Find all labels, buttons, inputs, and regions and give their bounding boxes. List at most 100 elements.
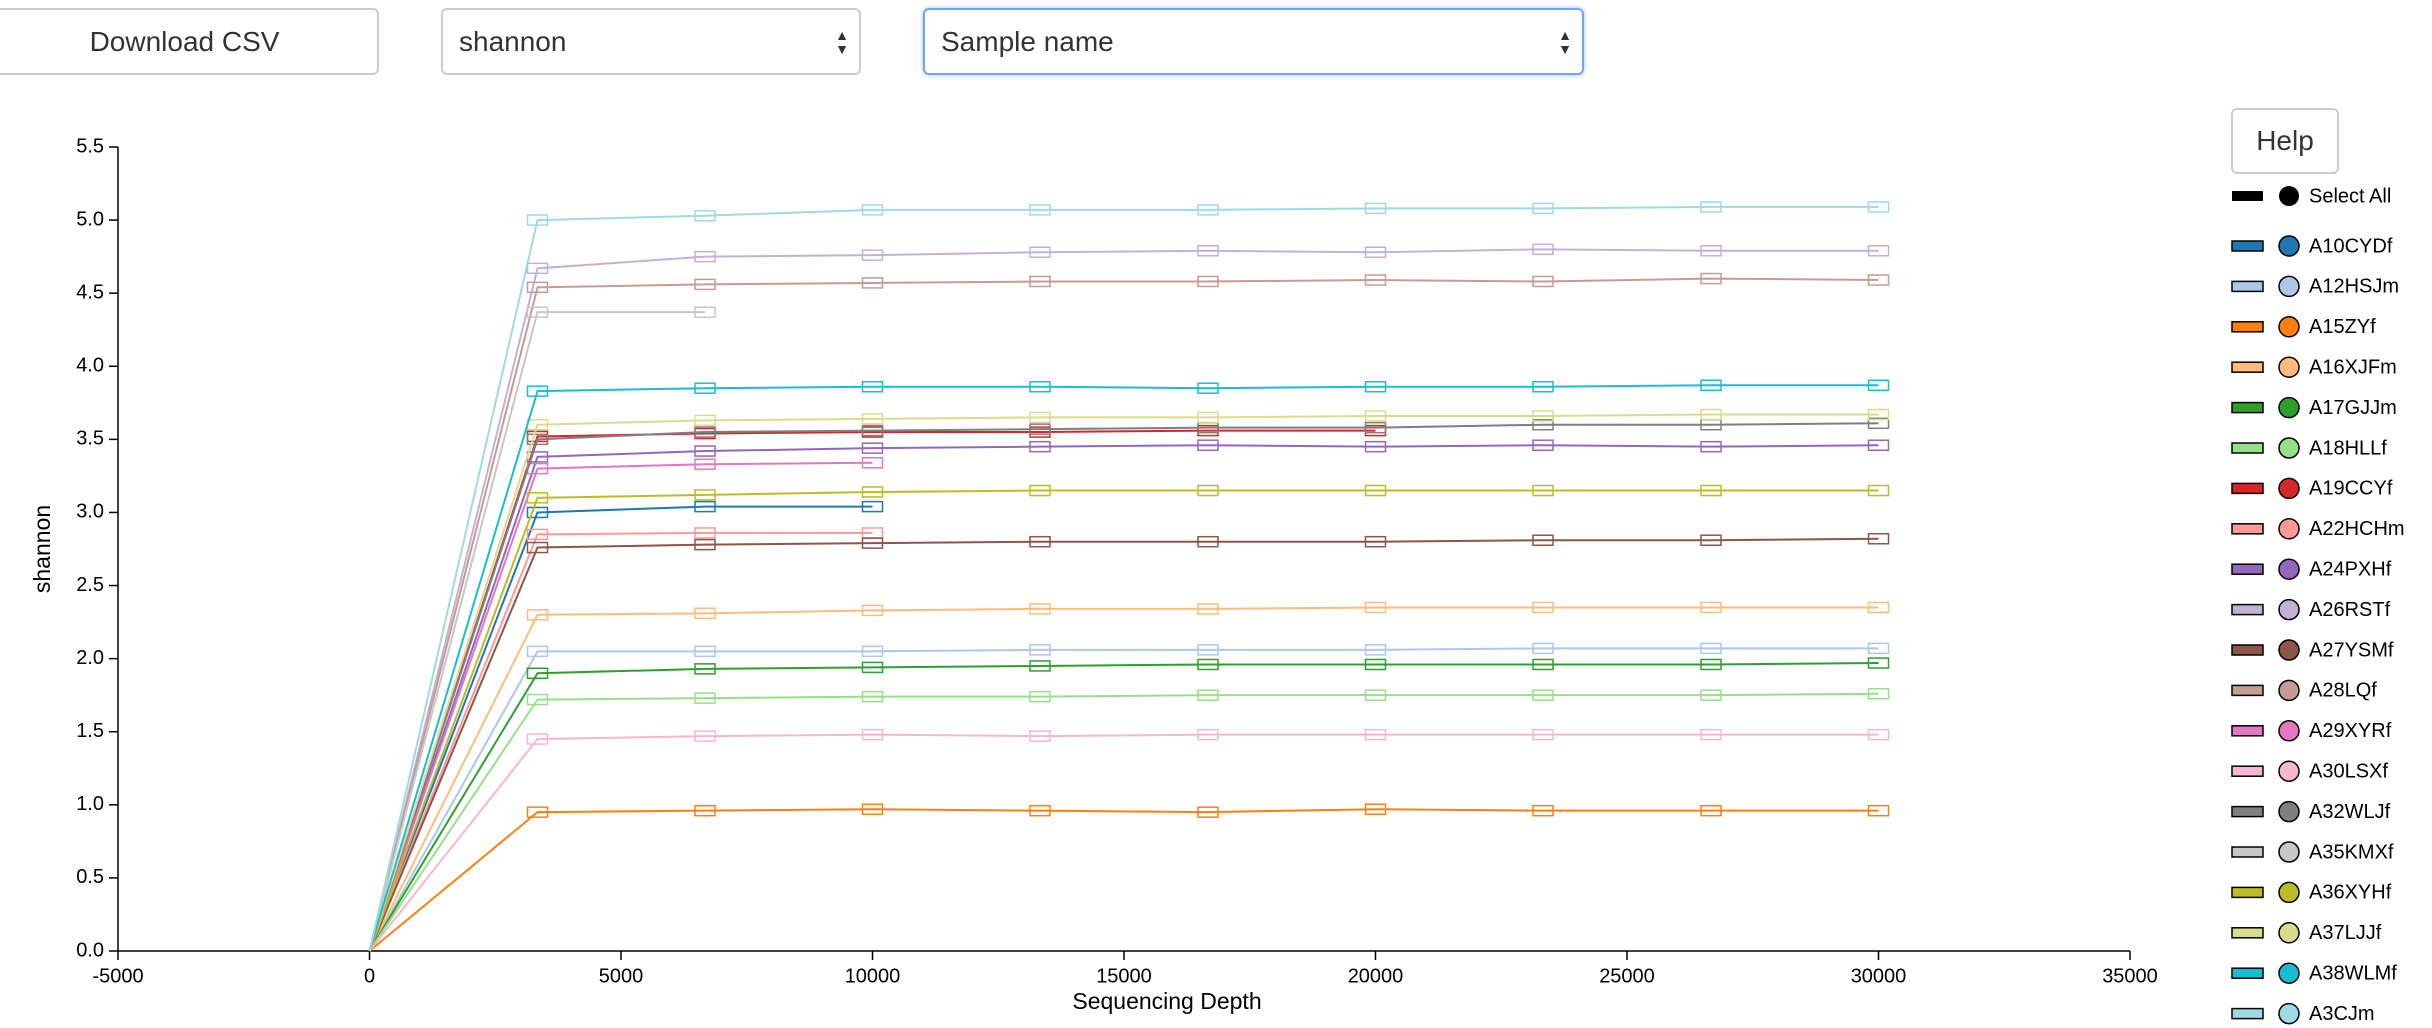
legend-dot[interactable] (2278, 396, 2300, 419)
legend-dot[interactable] (2278, 275, 2300, 298)
select-label: Sample name (941, 25, 1114, 57)
legend-label[interactable]: A3CJm (2309, 1003, 2375, 1025)
point-box (526, 492, 549, 504)
point-box (861, 457, 884, 469)
y-tick-label: 4.5 (76, 281, 104, 303)
legend-label[interactable]: A22HCHm (2309, 518, 2405, 540)
legend-dot[interactable] (2278, 356, 2300, 378)
legend-label[interactable]: A27YSMf (2309, 639, 2394, 661)
legend-dot[interactable] (2278, 316, 2300, 338)
point-box (861, 426, 884, 438)
legend-label[interactable]: A36XYHf (2309, 882, 2392, 904)
legend-swatch[interactable] (2231, 240, 2264, 252)
legend-label[interactable]: A10CYDf (2309, 235, 2393, 257)
legend-dot[interactable] (2278, 598, 2300, 621)
legend-dot[interactable] (2278, 558, 2300, 580)
legend-swatch[interactable] (2231, 482, 2264, 495)
legend-dot[interactable] (2278, 679, 2300, 702)
category-select[interactable]: Sample name ▲ ▼ (923, 8, 1584, 75)
legend-dot[interactable] (2278, 518, 2300, 540)
point-box (1700, 689, 1722, 701)
point-box (1197, 689, 1219, 701)
point-box (1364, 644, 1387, 656)
x-tick-label: 25000 (1599, 965, 1655, 987)
series-line (368, 461, 873, 952)
legend-swatch[interactable] (2232, 191, 2263, 201)
legend-swatch[interactable] (2231, 603, 2264, 616)
legend-swatch[interactable] (2231, 967, 2264, 979)
help-button[interactable]: Help (2231, 108, 2339, 174)
y-tick-label: 1.0 (76, 793, 104, 815)
point-box (861, 204, 884, 216)
legend-swatch[interactable] (2231, 1007, 2264, 1020)
point-box (1029, 484, 1051, 497)
legend-swatch[interactable] (2231, 401, 2264, 414)
legend-label[interactable]: A16XJFm (2309, 356, 2397, 378)
y-tick-label: 1.5 (76, 720, 104, 742)
point-box (1532, 642, 1554, 655)
legend-dot[interactable] (2279, 186, 2299, 206)
point-box (1364, 535, 1387, 548)
legend-dot[interactable] (2278, 841, 2300, 863)
legend-swatch[interactable] (2231, 361, 2264, 373)
legend-swatch[interactable] (2231, 321, 2264, 333)
legend-swatch[interactable] (2231, 886, 2264, 899)
point-box (1197, 382, 1219, 394)
point-box (1700, 408, 1722, 421)
legend-label[interactable]: A18HLLf (2309, 437, 2387, 459)
legend-dot[interactable] (2278, 720, 2300, 742)
legend-swatch[interactable] (2231, 280, 2264, 293)
point-box (1532, 728, 1554, 741)
legend-swatch[interactable] (2231, 523, 2264, 535)
legend-dot[interactable] (2278, 639, 2300, 661)
download-button[interactable]: Download CSV (0, 8, 379, 75)
series-line (368, 422, 1879, 952)
legend-swatch[interactable] (2231, 644, 2264, 656)
legend-swatch[interactable] (2231, 927, 2264, 939)
x-tick-label: 35000 (2102, 965, 2158, 987)
point-box (1867, 201, 1890, 213)
legend-label[interactable]: A32WLJf (2309, 801, 2391, 823)
legend-select-all[interactable]: Select All (2309, 185, 2391, 207)
legend-dot[interactable] (2278, 800, 2300, 823)
legend-label[interactable]: A38WLMf (2309, 962, 2397, 984)
legend-dot[interactable] (2278, 437, 2300, 459)
legend-label[interactable]: A17GJJm (2309, 397, 2397, 419)
point-box (1029, 690, 1051, 703)
legend-label[interactable]: A15ZYf (2309, 316, 2376, 338)
legend-dot[interactable] (2278, 235, 2300, 257)
series-line (368, 248, 1879, 952)
legend-dot[interactable] (2278, 922, 2300, 944)
point-box (526, 433, 549, 446)
legend-label[interactable]: A19CCYf (2309, 478, 2393, 500)
legend-swatch[interactable] (2231, 563, 2264, 575)
legend-dot[interactable] (2278, 760, 2300, 782)
legend-label[interactable]: A29XYRf (2309, 720, 2392, 742)
legend-swatch[interactable] (2231, 725, 2264, 737)
point-box (526, 541, 549, 554)
legend-label[interactable]: A26RSTf (2309, 599, 2391, 621)
legend-dot[interactable] (2278, 881, 2300, 904)
legend-swatch[interactable] (2231, 846, 2264, 858)
metric-select[interactable]: shannon ▲ ▼ (441, 8, 861, 75)
legend-dot[interactable] (2278, 1002, 2300, 1025)
legend-label[interactable]: A24PXHf (2309, 558, 2392, 580)
point-box (1197, 484, 1219, 497)
legend-label[interactable]: A12HSJm (2309, 276, 2399, 298)
legend-dot[interactable] (2278, 477, 2300, 500)
series-line (368, 489, 1879, 952)
series-line (368, 444, 1879, 952)
legend-label[interactable]: A28LQf (2309, 680, 2377, 702)
point-box (1197, 728, 1219, 741)
legend-label[interactable]: A37LJJf (2309, 922, 2382, 944)
legend-label[interactable]: A35KMXf (2309, 841, 2394, 863)
point-box (1364, 484, 1387, 497)
legend-swatch[interactable] (2231, 684, 2264, 697)
point-box (1532, 439, 1554, 451)
point-box (1700, 484, 1722, 497)
legend-swatch[interactable] (2231, 805, 2264, 818)
legend-swatch[interactable] (2231, 765, 2264, 777)
legend-swatch[interactable] (2231, 442, 2264, 454)
legend-dot[interactable] (2278, 962, 2300, 984)
legend-label[interactable]: A30LSXf (2309, 760, 2388, 782)
